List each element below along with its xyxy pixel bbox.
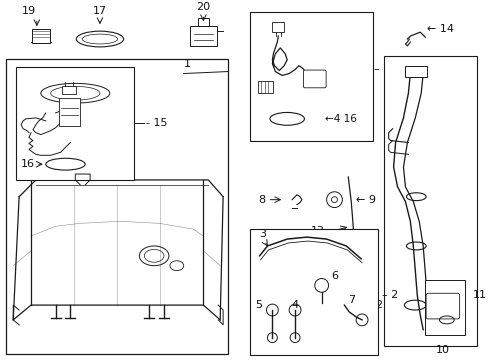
- Text: 16: 16: [21, 159, 35, 169]
- Text: ← 9: ← 9: [355, 195, 375, 204]
- Bar: [405, 66, 426, 77]
- Bar: [257, 81, 273, 93]
- Text: ←4 16: ←4 16: [324, 114, 356, 124]
- Bar: [249, 229, 377, 355]
- Text: 20: 20: [196, 3, 210, 12]
- Text: 13: 13: [310, 226, 324, 236]
- Text: 12: 12: [369, 300, 383, 310]
- Bar: [383, 56, 476, 346]
- Text: 4: 4: [291, 300, 298, 310]
- Bar: [62, 86, 76, 94]
- Text: – 2: – 2: [381, 290, 397, 300]
- Text: – 18: – 18: [373, 64, 396, 73]
- Bar: [189, 26, 217, 46]
- Text: 8: 8: [258, 195, 265, 204]
- Text: - 15: - 15: [146, 118, 167, 128]
- Text: 3: 3: [259, 229, 266, 239]
- Bar: [16, 67, 134, 180]
- Text: 10: 10: [435, 345, 449, 355]
- Bar: [59, 98, 80, 126]
- Text: 17: 17: [93, 6, 107, 16]
- Text: 11: 11: [471, 290, 486, 300]
- Text: 5: 5: [255, 300, 262, 310]
- Bar: [6, 59, 227, 354]
- Bar: [249, 12, 372, 140]
- Bar: [32, 29, 50, 43]
- Text: 19: 19: [22, 6, 36, 16]
- Text: 6: 6: [331, 271, 338, 280]
- Bar: [272, 22, 284, 32]
- Bar: [424, 280, 464, 335]
- FancyBboxPatch shape: [425, 293, 459, 319]
- Text: 1: 1: [183, 59, 190, 69]
- FancyBboxPatch shape: [303, 70, 325, 88]
- Text: 7: 7: [347, 295, 354, 305]
- Text: ← 14: ← 14: [426, 24, 453, 34]
